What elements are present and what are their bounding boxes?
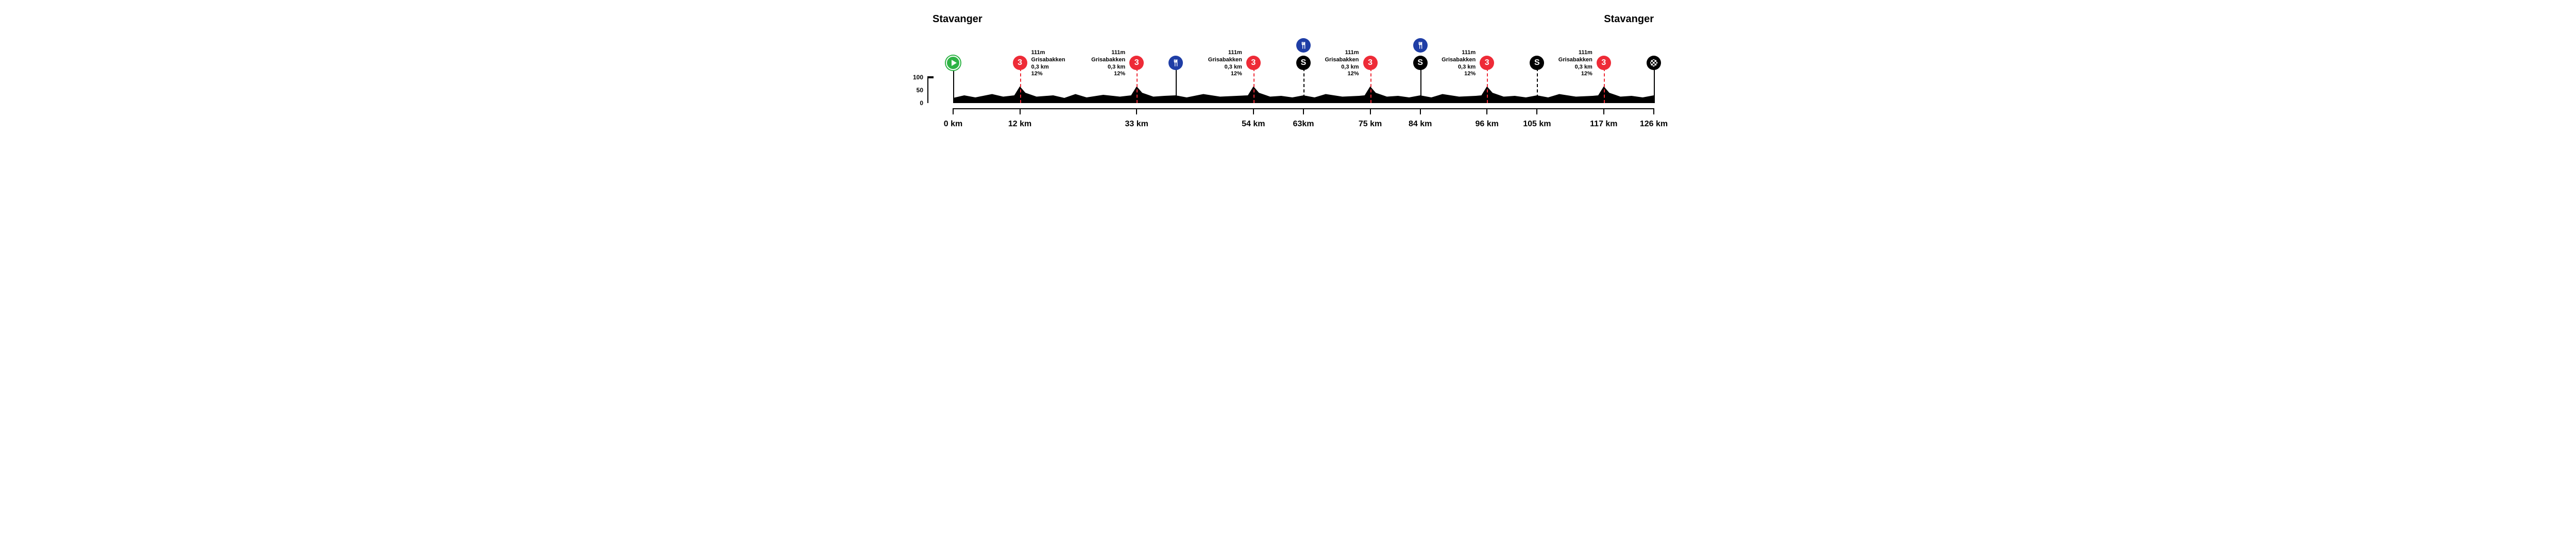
y-tick-label: 0 <box>920 99 923 107</box>
y-tick-label: 50 <box>917 87 923 94</box>
sprint-badge: S <box>1413 56 1428 70</box>
x-tick-label: 84 km <box>1409 120 1432 129</box>
climb-info: 111mGrisabakken0,3 km12% <box>1325 49 1359 78</box>
climb-badge: 3 <box>1246 56 1261 70</box>
finish-icon <box>1647 56 1661 70</box>
x-tick-label: 0 km <box>944 120 962 129</box>
x-tick <box>1136 108 1137 114</box>
climb-badge: 3 <box>1363 56 1378 70</box>
sprint-badge: S <box>1296 56 1311 70</box>
x-tick <box>1253 108 1254 114</box>
x-tick <box>1303 108 1304 114</box>
x-tick <box>1486 108 1487 114</box>
chart-area: 3 111mGrisabakken0,3 km12% 3 111mGrisabakke… <box>953 31 1654 124</box>
x-tick <box>1420 108 1421 114</box>
finish-city: Stavanger <box>1604 13 1654 25</box>
y-tick-label: 100 <box>913 74 923 81</box>
start-icon <box>946 56 960 70</box>
x-tick <box>1653 108 1654 114</box>
x-tick-label: 75 km <box>1359 120 1382 129</box>
feed-icon <box>1168 56 1183 70</box>
climb-info: 111mGrisabakken0,3 km12% <box>1031 49 1065 78</box>
x-tick-label: 96 km <box>1476 120 1499 129</box>
x-tick <box>1536 108 1537 114</box>
x-tick-label: 12 km <box>1008 120 1031 129</box>
x-tick <box>1020 108 1021 114</box>
x-tick-label: 105 km <box>1523 120 1551 129</box>
stage-profile-chart: Stavanger Stavanger 100 50 0 3 111mGrisab… <box>902 0 1674 160</box>
climb-info: 111mGrisabakken0,3 km12% <box>1208 49 1242 78</box>
feed-icon <box>1413 38 1428 53</box>
x-tick-label: 117 km <box>1590 120 1617 129</box>
climb-info: 111mGrisabakken0,3 km12% <box>1091 49 1125 78</box>
climb-badge: 3 <box>1597 56 1611 70</box>
climb-badge: 3 <box>1129 56 1144 70</box>
climb-info: 111mGrisabakken0,3 km12% <box>1442 49 1476 78</box>
climb-badge: 3 <box>1480 56 1494 70</box>
x-tick <box>1603 108 1604 114</box>
sprint-badge: S <box>1530 56 1544 70</box>
x-tick <box>1370 108 1371 114</box>
x-tick-label: 63km <box>1293 120 1314 129</box>
start-city: Stavanger <box>933 13 982 25</box>
x-tick <box>953 108 954 114</box>
x-tick-label: 54 km <box>1242 120 1265 129</box>
x-tick-label: 33 km <box>1125 120 1148 129</box>
feed-icon <box>1296 38 1311 53</box>
x-tick-label: 126 km <box>1640 120 1668 129</box>
climb-info: 111mGrisabakken0,3 km12% <box>1558 49 1592 78</box>
climb-badge: 3 <box>1013 56 1027 70</box>
